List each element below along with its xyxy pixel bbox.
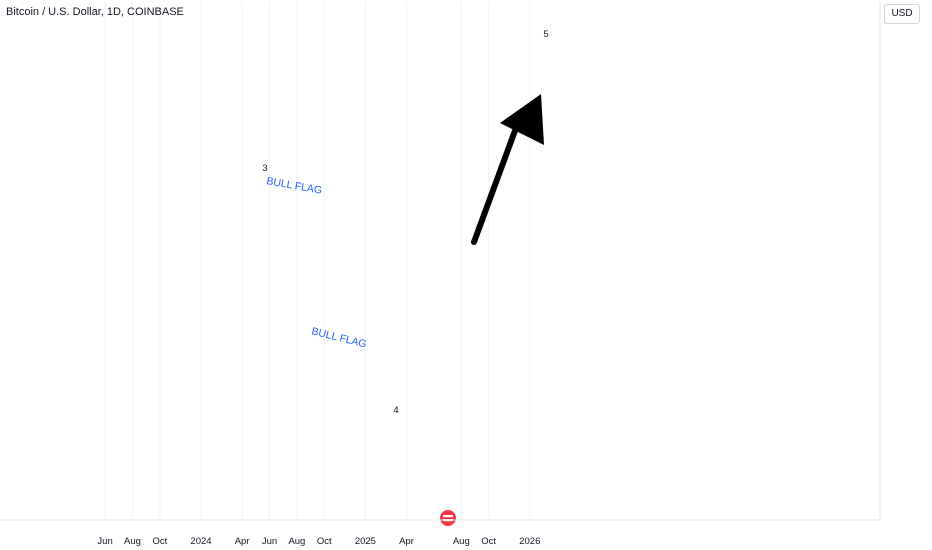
wave-label: 5 (543, 29, 548, 40)
x-tick-label: 2026 (519, 536, 540, 547)
x-axis: Jun Aug Oct 2024 Apr Jun Aug Oct 2025 Apr Aug Oct 20… (0, 519, 880, 547)
projection-arrow-head (500, 94, 544, 145)
x-tick-label: Aug (124, 536, 141, 547)
x-tick-label: 2024 (190, 536, 211, 547)
x-tick-label: Aug (453, 536, 470, 547)
x-tick-label: 2025 (355, 536, 376, 547)
wave-label: 3 (262, 163, 267, 174)
x-tick-label: Jun (97, 536, 112, 547)
annotations: 1,618 WAVE 5 TARGETPATTERN TARGETBULL FL… (262, 29, 549, 526)
projection-arrow-shaft (471, 125, 519, 245)
logo-mark (443, 515, 453, 518)
y-axis: 88,000.0080,000.0076,000.0072,000.0068,0… (879, 2, 881, 520)
x-tick-label: Apr (399, 536, 414, 547)
x-tick-label: Aug (288, 536, 305, 547)
symbol-title: Bitcoin / U.S. Dollar, 1D, COINBASE (6, 6, 184, 18)
x-tick-label: Apr (235, 536, 250, 547)
logo-circle (440, 510, 456, 526)
x-tick-label: Oct (481, 536, 496, 547)
x-tick-label: Oct (153, 536, 168, 547)
bull-flag-label: BULL FLAG (265, 175, 322, 197)
x-tick-label: Oct (317, 536, 332, 547)
x-tick-label: Jun (262, 536, 277, 547)
currency-button[interactable]: USD (884, 4, 920, 24)
bull-flag-label: BULL FLAG (310, 325, 367, 350)
grid (104, 2, 531, 520)
wave-label: 4 (393, 405, 398, 416)
tradingview-logo-icon (440, 510, 456, 526)
